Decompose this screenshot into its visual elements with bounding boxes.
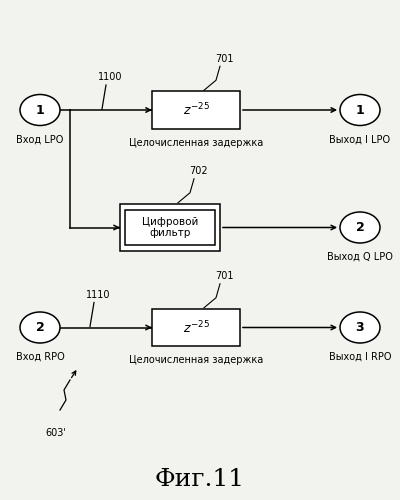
Text: 701: 701: [215, 271, 233, 281]
Text: $z^{-25}$: $z^{-25}$: [182, 102, 210, 118]
Text: Вход RPO: Вход RPO: [16, 352, 64, 362]
Text: 2: 2: [356, 221, 364, 234]
Text: 1: 1: [356, 104, 364, 117]
Text: Вход LPO: Вход LPO: [16, 134, 64, 144]
Ellipse shape: [20, 312, 60, 343]
Text: 701: 701: [215, 54, 233, 64]
Ellipse shape: [20, 94, 60, 126]
Text: 1: 1: [36, 104, 44, 117]
Text: 1110: 1110: [86, 290, 110, 300]
FancyBboxPatch shape: [152, 91, 240, 128]
Text: 702: 702: [189, 166, 207, 176]
Text: Цифровой
фильтр: Цифровой фильтр: [142, 216, 198, 238]
Text: $z^{-25}$: $z^{-25}$: [182, 319, 210, 336]
Text: 2: 2: [36, 321, 44, 334]
Text: 1100: 1100: [98, 72, 122, 83]
Text: Фиг.11: Фиг.11: [155, 468, 245, 491]
Text: Выход Q LPO: Выход Q LPO: [327, 252, 393, 262]
FancyBboxPatch shape: [125, 210, 215, 244]
Text: 3: 3: [356, 321, 364, 334]
Ellipse shape: [340, 212, 380, 243]
Ellipse shape: [340, 312, 380, 343]
Ellipse shape: [340, 94, 380, 126]
Text: Целочисленная задержка: Целочисленная задержка: [129, 355, 263, 365]
FancyBboxPatch shape: [120, 204, 220, 251]
Text: Выход I LPO: Выход I LPO: [330, 134, 390, 144]
Text: 603': 603': [46, 428, 66, 438]
Text: Выход I RPO: Выход I RPO: [329, 352, 391, 362]
FancyBboxPatch shape: [152, 308, 240, 346]
Text: Целочисленная задержка: Целочисленная задержка: [129, 138, 263, 148]
